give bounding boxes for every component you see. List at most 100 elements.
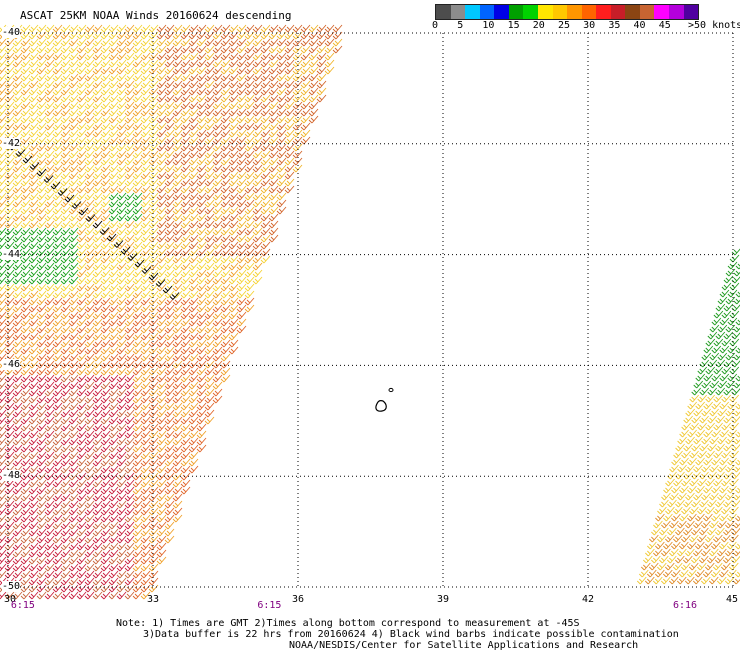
wind-barb: [180, 304, 191, 313]
wind-barb: [659, 499, 669, 508]
wind-barb: [116, 304, 127, 313]
wind-barb: [196, 304, 207, 313]
wind-barb: [28, 437, 39, 446]
wind-barb: [108, 521, 119, 530]
wind-barb: [20, 388, 31, 397]
wind-barb: [324, 45, 335, 54]
wind-barb: [28, 521, 39, 530]
wind-barb: [36, 528, 47, 537]
wind-barb: [28, 563, 39, 572]
wind-barb: [28, 535, 39, 544]
wind-barb: [4, 402, 15, 411]
wind-barb: [164, 486, 175, 495]
wind-barb: [100, 584, 111, 593]
wind-barb: [4, 535, 15, 544]
wind-barb: [100, 206, 111, 215]
wind-barb: [688, 562, 699, 571]
wind-barb: [4, 276, 15, 285]
wind-barb: [156, 241, 167, 250]
wind-barb: [727, 401, 738, 410]
wind-barb: [60, 94, 71, 103]
wind-barb: [711, 401, 722, 410]
wind-barb: [244, 304, 255, 313]
wind-barb: [699, 471, 709, 480]
wind-barb: [244, 199, 255, 208]
wind-barb: [723, 555, 733, 564]
wind-barb: [188, 346, 199, 355]
wind-barb: [140, 535, 151, 544]
wind-barb: [693, 380, 704, 389]
wind-barb: [164, 360, 175, 369]
wind-barb: [204, 199, 215, 208]
wind-barb: [164, 241, 175, 250]
wind-barb: [204, 185, 215, 194]
wind-barb: [0, 283, 7, 292]
wind-barb: [196, 430, 207, 439]
wind-barb: [172, 136, 183, 145]
wind-barb: [196, 444, 207, 453]
wind-barb: [20, 507, 31, 516]
wind-barb: [212, 129, 223, 138]
wind-barb: [276, 80, 287, 89]
wind-barb: [4, 213, 15, 222]
wind-barb: [120, 246, 131, 255]
wind-barb: [76, 199, 87, 208]
wind-barb: [172, 108, 183, 117]
wind-barb: [204, 374, 215, 383]
wind-barb: [212, 45, 223, 54]
wind-barb: [108, 423, 119, 432]
wind-barb: [164, 24, 175, 33]
wind-barb: [180, 241, 191, 250]
wind-barb: [108, 192, 119, 201]
wind-barb: [108, 563, 119, 572]
wind-barb: [36, 157, 47, 166]
legend-label: 5: [457, 20, 464, 31]
wind-barb: [124, 514, 135, 523]
wind-barb: [76, 220, 87, 229]
wind-barb: [124, 269, 135, 278]
wind-barb: [60, 542, 71, 551]
wind-barb: [4, 199, 15, 208]
wind-barb: [156, 206, 167, 215]
wind-barb: [180, 395, 191, 404]
wind-barb: [244, 241, 255, 250]
wind-barb: [212, 255, 223, 264]
wind-barb: [92, 143, 103, 152]
wind-barb: [252, 66, 263, 75]
wind-barb: [718, 569, 729, 578]
wind-barb: [28, 199, 39, 208]
wind-barb: [188, 444, 199, 453]
wind-barb: [244, 262, 255, 271]
wind-barb: [164, 269, 175, 278]
wind-barb: [12, 241, 23, 250]
wind-barb: [308, 94, 319, 103]
wind-barb: [116, 66, 127, 75]
wind-barb: [100, 213, 111, 222]
wind-barb: [4, 311, 15, 320]
wind-barb: [180, 192, 191, 201]
wind-barb: [28, 115, 39, 124]
wind-barb: [92, 220, 103, 229]
wind-barb: [220, 276, 231, 285]
wind-barb: [687, 457, 697, 466]
wind-barb: [36, 24, 47, 33]
wind-barb: [717, 352, 728, 361]
wind-barb: [0, 129, 7, 138]
wind-barb: [164, 150, 175, 159]
wind-barb: [20, 444, 31, 453]
wind-barb: [164, 80, 175, 89]
wind-barb: [156, 227, 167, 236]
wind-barb: [108, 297, 119, 306]
wind-barb: [701, 464, 711, 473]
wind-barb: [52, 304, 63, 313]
wind-barb: [212, 178, 223, 187]
wind-barb: [28, 45, 39, 54]
wind-barb: [140, 360, 151, 369]
wind-barb: [132, 213, 143, 222]
wind-barb: [20, 115, 31, 124]
wind-barb: [60, 402, 71, 411]
wind-barb: [36, 276, 47, 285]
wind-barb: [108, 283, 119, 292]
wind-barb: [228, 255, 239, 264]
wind-barb: [124, 185, 135, 194]
